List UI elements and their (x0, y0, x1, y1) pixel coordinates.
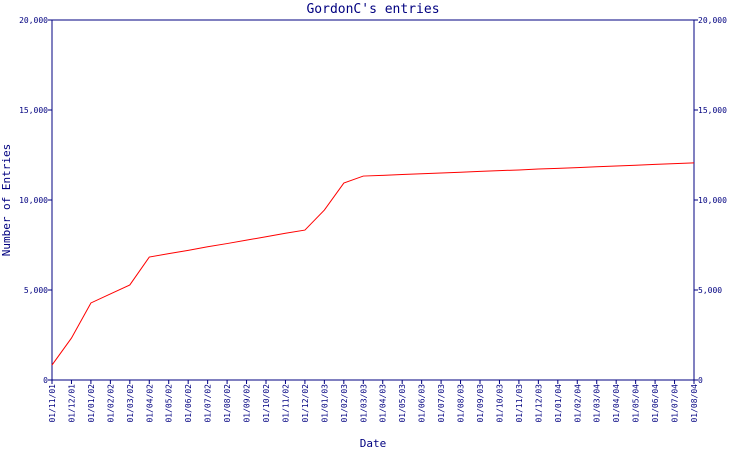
x-tick-label: 01/12/03 (534, 384, 543, 423)
x-tick-label: 01/10/02 (262, 384, 271, 423)
x-tick-label: 01/05/04 (632, 384, 641, 423)
x-tick-label: 01/06/03 (418, 384, 427, 423)
y-tick-label: 10,000 (19, 196, 48, 205)
x-tick-label: 01/07/03 (437, 384, 446, 423)
y-tick-label: 20,000 (19, 16, 48, 25)
x-axis-label: Date (360, 437, 387, 450)
x-tick-label: 01/09/02 (243, 384, 252, 423)
x-tick-label: 01/08/02 (223, 384, 232, 423)
plot-frame (51, 19, 695, 381)
y-tick-label: 10,000 (698, 196, 727, 205)
y-tick-label: 0 (43, 376, 48, 385)
x-tick-label: 01/04/02 (145, 384, 154, 423)
x-tick-label: 01/02/02 (106, 384, 115, 423)
x-tick-label: 01/03/04 (593, 384, 602, 423)
x-tick-label: 01/11/03 (515, 384, 524, 423)
x-tick-label: 01/06/04 (651, 384, 660, 423)
x-tick-label: 01/11/02 (281, 384, 290, 423)
y-axis-label: Number of Entries (0, 144, 13, 257)
x-tick-label: 01/02/03 (340, 384, 349, 423)
x-tick-label: 01/01/02 (87, 384, 96, 423)
y-tick-label: 15,000 (698, 106, 727, 115)
x-tick-label: 01/04/04 (612, 384, 621, 423)
y-tick-label: 15,000 (19, 106, 48, 115)
x-tick-label: 01/03/03 (359, 384, 368, 423)
x-tick-label: 01/12/01 (67, 384, 76, 423)
x-tick-label: 01/02/04 (573, 384, 582, 423)
y-tick-label: 5,000 (698, 286, 722, 295)
data-line (51, 162, 695, 366)
x-tick-label: 01/07/04 (671, 384, 680, 423)
x-tick-label: 01/06/02 (184, 384, 193, 423)
x-tick-label: 01/09/03 (476, 384, 485, 423)
y-tick-label: 0 (698, 376, 703, 385)
chart-title: GordonC's entries (306, 2, 439, 17)
y-tick-label: 20,000 (698, 16, 727, 25)
x-tick-label: 01/07/02 (204, 384, 213, 423)
x-tick-label: 01/05/02 (165, 384, 174, 423)
x-tick-label: 01/05/03 (398, 384, 407, 423)
x-tick-label: 01/11/01 (48, 384, 57, 423)
x-tick-label: 01/01/03 (320, 384, 329, 423)
x-tick-label: 01/04/03 (379, 384, 388, 423)
x-tick-label: 01/10/03 (495, 384, 504, 423)
x-tick-label: 01/12/02 (301, 384, 310, 423)
y-tick-label: 5,000 (24, 286, 48, 295)
x-tick-label: 01/03/02 (126, 384, 135, 423)
x-tick-label: 01/08/03 (457, 384, 466, 423)
x-tick-label: 01/01/04 (554, 384, 563, 423)
x-tick-label: 01/08/04 (690, 384, 699, 423)
